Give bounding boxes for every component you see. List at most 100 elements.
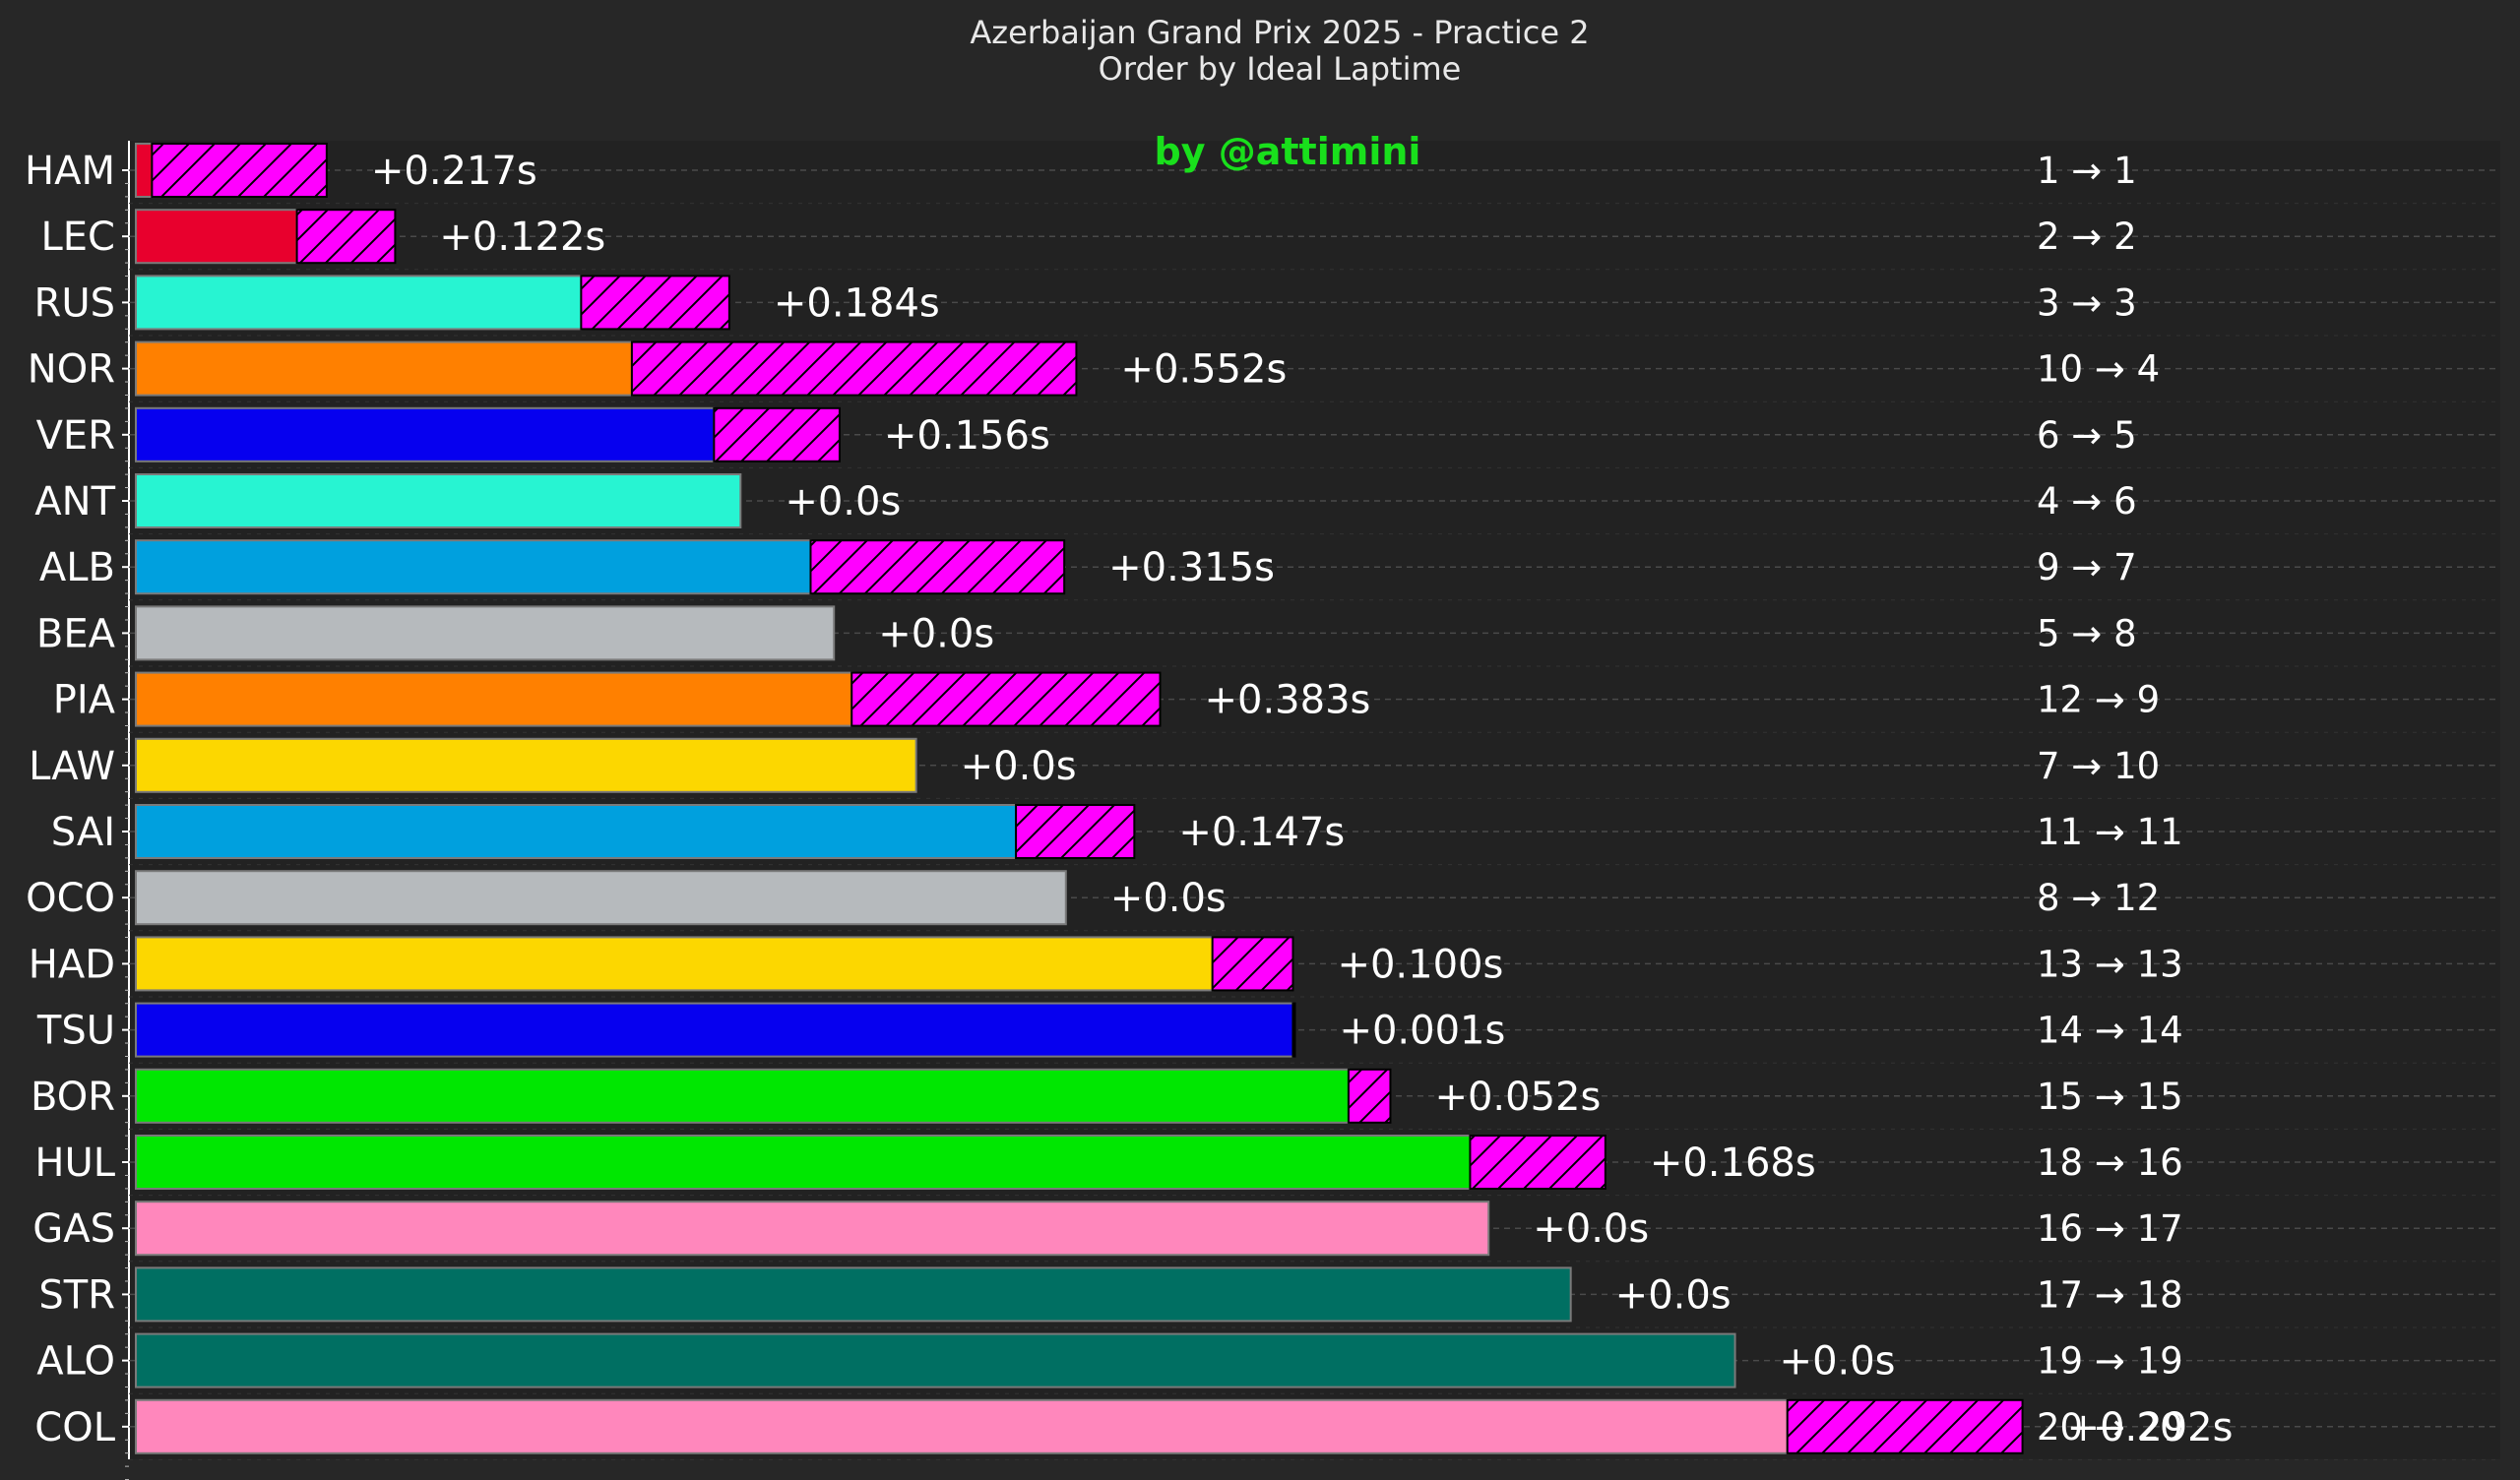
driver-label-had: HAD [29, 942, 115, 987]
position-change-had: 13 → 13 [2037, 943, 2183, 985]
gap-bar-col [1786, 1398, 2024, 1454]
position-change-nor: 10 → 4 [2037, 348, 2160, 391]
gap-label-had: +0.100s [1337, 942, 1503, 987]
driver-label-bor: BOR [31, 1075, 115, 1120]
gap-bar-lec [295, 209, 397, 265]
driver-label-ver: VER [36, 413, 115, 459]
driver-label-gas: GAS [32, 1206, 115, 1252]
ideal-bar-alb [135, 539, 812, 595]
position-change-gas: 16 → 17 [2037, 1207, 2183, 1250]
ideal-bar-ham [135, 143, 154, 198]
gap-bar-nor [630, 340, 1078, 397]
gap-label-ham: +0.217s [371, 149, 537, 194]
ideal-bar-tsu [135, 1002, 1294, 1058]
position-change-lec: 2 → 2 [2037, 216, 2137, 258]
driver-label-sai: SAI [51, 810, 115, 855]
position-change-pia: 12 → 9 [2037, 679, 2160, 721]
ideal-bar-ver [135, 406, 716, 462]
gap-bar-pia [850, 671, 1162, 727]
driver-label-col: COL [34, 1405, 115, 1450]
gap-label-ver: +0.156s [884, 413, 1050, 459]
ideal-bar-bea [135, 605, 836, 661]
gap-label-bor: +0.052s [1434, 1075, 1601, 1120]
gap-label-oco: +0.0s [1110, 876, 1227, 921]
ideal-bar-col [135, 1398, 1789, 1454]
ideal-bar-alo [135, 1332, 1736, 1388]
gap-label-pia: +0.383s [1204, 678, 1370, 723]
driver-label-law: LAW [29, 744, 115, 789]
gap-label-lec: +0.122s [439, 215, 605, 260]
labels: HAM +0.217s 1 → 1 LEC +0.122s 2 → 2 RUS +0.184s… [25, 149, 2233, 1450]
gap-bar-ver [713, 406, 841, 462]
position-change-ver: 6 → 5 [2037, 414, 2137, 457]
chart-subtitle: Order by Ideal Laptime [1098, 50, 1462, 88]
gap-label-alo: +0.0s [1780, 1339, 1896, 1385]
gap-label-str: +0.0s [1615, 1272, 1732, 1318]
gap-bar-alb [809, 539, 1066, 595]
position-change-hul: 18 → 16 [2037, 1141, 2183, 1184]
bars [135, 143, 2024, 1454]
gap-bar-sai [1015, 804, 1136, 859]
driver-label-oco: OCO [26, 876, 115, 921]
position-change-alb: 9 → 7 [2037, 546, 2137, 588]
ideal-bar-rus [135, 275, 583, 331]
gap-bar-had [1211, 936, 1294, 992]
driver-label-hul: HUL [34, 1141, 115, 1186]
position-change-bor: 15 → 15 [2037, 1076, 2183, 1118]
gap-label-gas: +0.0s [1533, 1206, 1649, 1252]
gap-label-col: +0.292s [2067, 1405, 2234, 1450]
gap-label-alb: +0.315s [1108, 545, 1275, 590]
ideal-bar-sai [135, 804, 1018, 859]
position-change-oco: 8 → 12 [2037, 877, 2160, 919]
driver-label-pia: PIA [53, 678, 116, 723]
ideal-bar-gas [135, 1201, 1490, 1257]
gap-label-tsu: +0.001s [1339, 1009, 1505, 1054]
driver-label-alb: ALB [39, 545, 115, 590]
gap-bar-hul [1469, 1135, 1606, 1190]
position-change-str: 17 → 18 [2037, 1273, 2183, 1316]
position-change-col: 20 → 20 [2037, 1406, 2183, 1449]
ideal-bar-ant [135, 473, 742, 528]
position-change-alo: 19 → 19 [2037, 1340, 2183, 1383]
ideal-bar-lec [135, 209, 298, 265]
gap-label-sai: +0.147s [1178, 810, 1345, 855]
ideal-bar-bor [135, 1068, 1350, 1124]
position-change-bea: 5 → 8 [2037, 612, 2137, 654]
gap-bar-rus [580, 275, 730, 331]
driver-label-tsu: TSU [36, 1009, 115, 1054]
ideal-bar-nor [135, 340, 633, 397]
driver-label-bea: BEA [36, 611, 116, 656]
driver-label-ham: HAM [25, 149, 115, 194]
gap-label-ant: +0.0s [785, 479, 901, 524]
position-change-rus: 3 → 3 [2037, 281, 2137, 324]
ideal-bar-oco [135, 870, 1067, 926]
driver-label-lec: LEC [41, 215, 116, 260]
position-change-law: 7 → 10 [2037, 745, 2160, 787]
driver-label-alo: ALO [36, 1339, 115, 1385]
gap-bar-tsu [1292, 1002, 1296, 1058]
gap-label-rus: +0.184s [774, 280, 940, 326]
chart-title: Azerbaijan Grand Prix 2025 - Practice 2 [970, 14, 1590, 51]
driver-label-nor: NOR [28, 347, 115, 393]
gap-label-hul: +0.168s [1650, 1141, 1816, 1186]
position-change-ham: 1 → 1 [2037, 150, 2137, 192]
gap-bar-ham [151, 143, 328, 198]
position-change-sai: 11 → 11 [2037, 811, 2183, 853]
position-change-tsu: 14 → 14 [2037, 1010, 2183, 1052]
ideal-bar-str [135, 1266, 1572, 1323]
gap-bar-bor [1347, 1068, 1392, 1124]
ideal-bar-law [135, 737, 917, 793]
driver-label-ant: ANT [34, 479, 115, 524]
gap-label-law: +0.0s [961, 744, 1077, 789]
ideal-bar-had [135, 936, 1214, 992]
gap-label-bea: +0.0s [878, 611, 994, 656]
ideal-bar-pia [135, 671, 853, 727]
driver-label-str: STR [38, 1272, 115, 1318]
driver-label-rus: RUS [34, 280, 115, 326]
position-change-ant: 4 → 6 [2037, 480, 2137, 523]
watermark: by @attimini [1155, 130, 1421, 173]
ideal-bar-hul [135, 1135, 1472, 1190]
gap-label-nor: +0.552s [1120, 347, 1287, 393]
